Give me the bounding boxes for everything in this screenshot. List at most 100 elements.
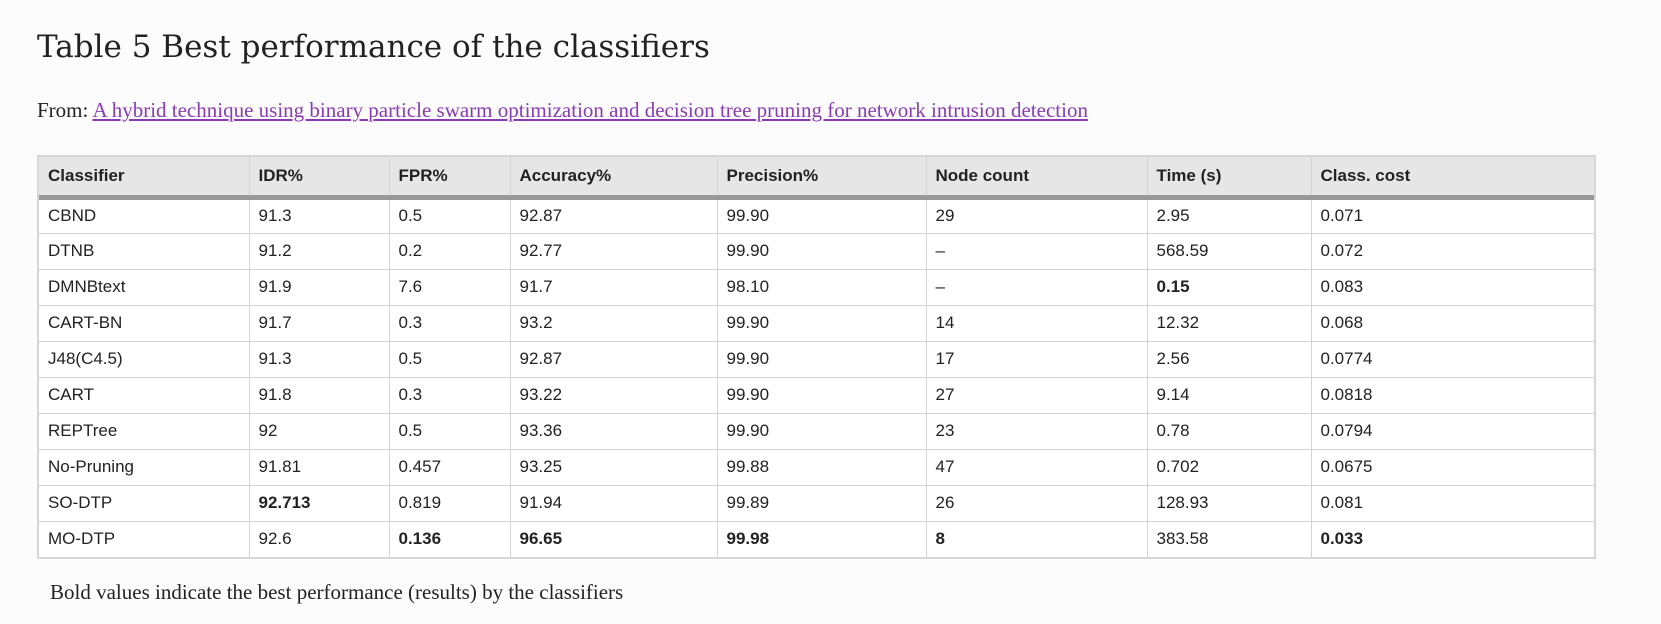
table-cell: 93.22 [509, 376, 717, 413]
column-header: Classifier [39, 157, 249, 200]
table-cell: 0.457 [388, 448, 510, 485]
table-cell: 91.7 [509, 268, 717, 305]
table-cell: 0.819 [388, 484, 510, 521]
table-cell: 99.90 [716, 197, 926, 233]
table-cell: 0.136 [388, 520, 510, 557]
table-cell: 9.14 [1146, 376, 1311, 413]
classifier-name-cell: CART [39, 376, 249, 413]
column-header: Class. cost [1310, 157, 1594, 200]
table-cell: 98.10 [716, 268, 926, 305]
table-cell: 99.90 [716, 232, 926, 269]
table-cell: 91.3 [248, 197, 389, 233]
table-cell: 0.3 [388, 304, 510, 341]
table-row: CART-BN 91.7 0.3 93.2 99.90 14 12.32 0.068 [39, 304, 1594, 341]
classifier-name-cell: MO-DTP [39, 520, 249, 557]
table-header-row: Classifier IDR% FPR% Accuracy% Precision% Nod… [39, 157, 1594, 200]
classifier-name-cell: J48(C4.5) [39, 340, 249, 377]
classifier-name-cell: CART-BN [39, 304, 249, 341]
table-cell: 92.6 [248, 520, 389, 557]
classifier-name-cell: DMNBtext [39, 268, 249, 305]
table-row: MO-DTP 92.6 0.136 96.65 99.98 8 383.58 0.033 [39, 520, 1594, 557]
table-cell: 29 [925, 197, 1147, 233]
table-cell: 0.072 [1310, 232, 1594, 269]
table-cell: 91.3 [248, 340, 389, 377]
table-cell: 0.068 [1310, 304, 1594, 341]
source-article-link[interactable]: A hybrid technique using binary particle… [92, 98, 1088, 122]
table-cell: 91.2 [248, 232, 389, 269]
table-row: DMNBtext 91.9 7.6 91.7 98.10–0.15 0.083 [39, 268, 1594, 305]
table-cell: 17 [925, 340, 1147, 377]
table-cell: 99.89 [716, 484, 926, 521]
column-header: IDR% [248, 157, 389, 200]
classifier-name-cell: No-Pruning [39, 448, 249, 485]
table-cell: 0.083 [1310, 268, 1594, 305]
table-cell: 99.90 [716, 340, 926, 377]
source-line: From: A hybrid technique using binary pa… [37, 95, 1088, 125]
table-cell: 7.6 [388, 268, 510, 305]
table-row: REPTree 92 0.5 93.36 99.90 23 0.78 0.0794 [39, 412, 1594, 449]
table-cell: 0.702 [1146, 448, 1311, 485]
table-cell: 8 [925, 520, 1147, 557]
table-cell: 0.3 [388, 376, 510, 413]
column-header: Accuracy% [509, 157, 717, 200]
table-cell: 0.5 [388, 197, 510, 233]
table-row: No-Pruning 91.81 0.457 93.25 99.88 47 0.702 0.0… [39, 448, 1594, 485]
table-cell: 383.58 [1146, 520, 1311, 557]
table-cell: 92.77 [509, 232, 717, 269]
table-cell: 91.7 [248, 304, 389, 341]
table-cell: 96.65 [509, 520, 717, 557]
table-cell: 93.2 [509, 304, 717, 341]
table-cell: 0.0794 [1310, 412, 1594, 449]
table-cell: 2.95 [1146, 197, 1311, 233]
column-header: FPR% [388, 157, 510, 200]
table-cell: 92.87 [509, 197, 717, 233]
table-cell: 0.071 [1310, 197, 1594, 233]
table-cell: 92 [248, 412, 389, 449]
table-cell: 0.5 [388, 412, 510, 449]
column-header: Time (s) [1146, 157, 1311, 200]
table-cell: – [925, 268, 1147, 305]
table-cell: 99.88 [716, 448, 926, 485]
table-row: CBND 91.3 0.5 92.87 99.90 29 2.95 0.071 [39, 197, 1594, 233]
table-cell: 47 [925, 448, 1147, 485]
page-title: Table 5 Best performance of the classifi… [37, 29, 710, 65]
table-cell: 0.2 [388, 232, 510, 269]
table-cell: 99.90 [716, 412, 926, 449]
table-cell: 91.9 [248, 268, 389, 305]
table-cell: 91.8 [248, 376, 389, 413]
column-header: Precision% [716, 157, 926, 200]
classifier-name-cell: SO-DTP [39, 484, 249, 521]
results-table: Classifier IDR% FPR% Accuracy% Precision% Nod… [39, 157, 1594, 557]
results-table-container: Classifier IDR% FPR% Accuracy% Precision% Nod… [37, 155, 1596, 559]
table-cell: 0.081 [1310, 484, 1594, 521]
table-cell: 23 [925, 412, 1147, 449]
table-cell: 91.94 [509, 484, 717, 521]
table-cell: 0.0818 [1310, 376, 1594, 413]
table-cell: 0.033 [1310, 520, 1594, 557]
column-header: Node count [925, 157, 1147, 200]
table-row: CART 91.8 0.3 93.22 99.90 27 9.14 0.0818 [39, 376, 1594, 413]
table-cell: 0.15 [1146, 268, 1311, 305]
table-row: SO-DTP 92.713 0.819 91.94 99.89 26 128.93 0.081 [39, 484, 1594, 521]
table-row: DTNB 91.2 0.2 92.77 99.90–568.59 0.072 [39, 232, 1594, 269]
table-cell: 92.713 [248, 484, 389, 521]
table-cell: 99.90 [716, 376, 926, 413]
table-cell: 93.36 [509, 412, 717, 449]
table-cell: 2.56 [1146, 340, 1311, 377]
table-cell: 12.32 [1146, 304, 1311, 341]
table-cell: 91.81 [248, 448, 389, 485]
table-cell: 99.98 [716, 520, 926, 557]
table-cell: 568.59 [1146, 232, 1311, 269]
table-cell: 128.93 [1146, 484, 1311, 521]
table-body: CBND 91.3 0.5 92.87 99.90 29 2.95 0.071 DTNB 91.2… [39, 197, 1594, 557]
table-cell: 27 [925, 376, 1147, 413]
classifier-name-cell: CBND [39, 197, 249, 233]
classifier-name-cell: REPTree [39, 412, 249, 449]
table-cell: 99.90 [716, 304, 926, 341]
table-cell: – [925, 232, 1147, 269]
table-cell: 26 [925, 484, 1147, 521]
table-cell: 0.78 [1146, 412, 1311, 449]
table-cell: 14 [925, 304, 1147, 341]
table-cell: 0.5 [388, 340, 510, 377]
table-cell: 0.0675 [1310, 448, 1594, 485]
